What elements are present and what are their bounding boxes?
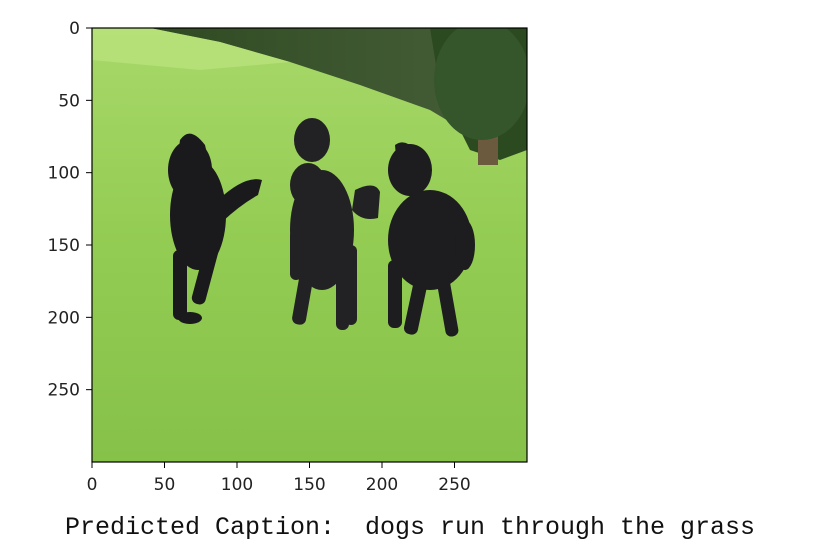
- dog-right: [388, 142, 475, 337]
- x-tick-label: 50: [154, 475, 176, 495]
- x-axis: 0 50 100 150 200 250: [87, 462, 471, 495]
- y-tick-label: 200: [48, 308, 80, 328]
- image-plot: 0 50 100 150 200 250 0 50 100 150 200 250: [48, 19, 528, 495]
- dog-middle: [290, 118, 380, 330]
- y-tick-label: 150: [48, 236, 80, 256]
- x-tick-label: 250: [438, 475, 470, 495]
- y-tick-label: 0: [69, 19, 80, 39]
- x-tick-label: 100: [221, 475, 253, 495]
- predicted-caption: Predicted Caption: dogs run through the …: [64, 513, 756, 542]
- y-tick-label: 250: [48, 381, 80, 401]
- x-tick-label: 0: [87, 475, 98, 495]
- x-tick-label: 150: [293, 475, 325, 495]
- y-tick-label: 50: [58, 91, 80, 111]
- dog-left: [168, 133, 262, 324]
- y-axis: 0 50 100 150 200 250: [48, 19, 92, 401]
- photo-image: [92, 28, 527, 462]
- x-tick-label: 200: [366, 475, 398, 495]
- y-tick-label: 100: [48, 164, 80, 184]
